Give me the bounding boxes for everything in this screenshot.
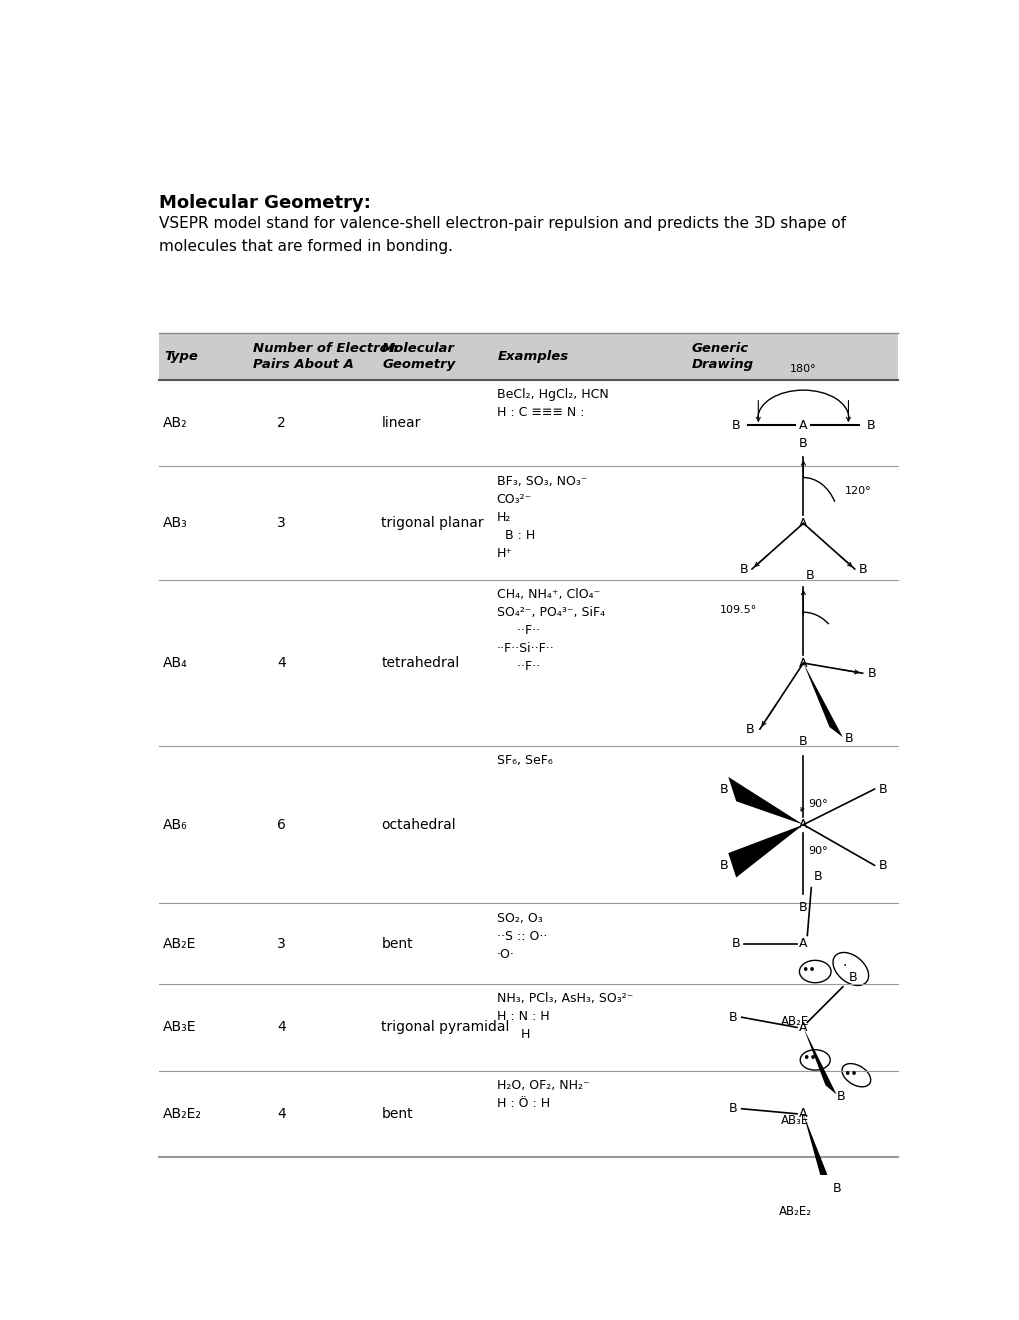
Text: A: A bbox=[798, 1020, 807, 1034]
Text: B: B bbox=[731, 937, 740, 950]
Text: molecules that are formed in bonding.: molecules that are formed in bonding. bbox=[159, 239, 452, 253]
Text: H₂O, OF₂, NH₂⁻
H : Ö : H: H₂O, OF₂, NH₂⁻ H : Ö : H bbox=[496, 1080, 589, 1110]
Text: Molecular Geometry:: Molecular Geometry: bbox=[159, 194, 371, 213]
Text: tetrahedral: tetrahedral bbox=[381, 656, 459, 671]
Text: BF₃, SO₃, NO₃⁻
CO₃²⁻
H₂
  B : H
H⁺: BF₃, SO₃, NO₃⁻ CO₃²⁻ H₂ B : H H⁺ bbox=[496, 474, 587, 560]
Text: SO₂, O₃
··S :: O··
·O·: SO₂, O₃ ··S :: O·· ·O· bbox=[496, 912, 546, 961]
Text: A: A bbox=[798, 818, 807, 832]
Text: 4: 4 bbox=[277, 1020, 285, 1035]
Text: Examples: Examples bbox=[497, 350, 568, 363]
Text: 2: 2 bbox=[277, 416, 285, 430]
Text: 90°: 90° bbox=[807, 846, 827, 857]
Text: A: A bbox=[798, 418, 807, 432]
Text: ••: •• bbox=[802, 1052, 816, 1065]
Text: AB₃E: AB₃E bbox=[781, 1114, 809, 1127]
Text: AB₂: AB₂ bbox=[163, 416, 187, 430]
Text: Generic
Drawing: Generic Drawing bbox=[691, 342, 753, 371]
Text: AB₂E₂: AB₂E₂ bbox=[163, 1106, 202, 1121]
Text: ·: · bbox=[842, 958, 846, 973]
Text: 180°: 180° bbox=[790, 364, 816, 375]
Text: SF₆, SeF₆: SF₆, SeF₆ bbox=[496, 754, 552, 767]
Text: bent: bent bbox=[381, 937, 413, 950]
Text: AB₃: AB₃ bbox=[163, 516, 187, 531]
Text: B: B bbox=[813, 870, 821, 883]
Text: B: B bbox=[798, 735, 807, 748]
Text: B: B bbox=[805, 569, 813, 582]
Text: trigonal pyramidal: trigonal pyramidal bbox=[381, 1020, 510, 1035]
Text: CH₄, NH₄⁺, ClO₄⁻
SO₄²⁻, PO₄³⁻, SiF₄
     ··F··
··F··Si··F··
     ··F··: CH₄, NH₄⁺, ClO₄⁻ SO₄²⁻, PO₄³⁻, SiF₄ ··F·… bbox=[496, 589, 604, 673]
Text: B: B bbox=[848, 970, 856, 983]
Polygon shape bbox=[803, 663, 842, 738]
Text: B: B bbox=[844, 733, 852, 746]
Bar bbox=[159, 333, 898, 380]
Text: VSEPR model stand for valence-shell electron-pair repulsion and predicts the 3D : VSEPR model stand for valence-shell elec… bbox=[159, 216, 846, 231]
Text: A: A bbox=[798, 937, 807, 950]
Text: 4: 4 bbox=[277, 1106, 285, 1121]
Text: B: B bbox=[719, 859, 728, 871]
Text: AB₃E: AB₃E bbox=[163, 1020, 197, 1035]
Text: B: B bbox=[798, 437, 807, 450]
Text: B: B bbox=[798, 900, 807, 913]
Text: AB₂E₂: AB₂E₂ bbox=[779, 1205, 811, 1218]
Text: ••: •• bbox=[843, 1068, 857, 1081]
Text: B: B bbox=[739, 562, 747, 576]
Text: B: B bbox=[877, 859, 887, 871]
Text: A: A bbox=[798, 656, 807, 669]
Text: AB₆: AB₆ bbox=[163, 817, 187, 832]
Text: NH₃, PCl₃, AsH₃, SO₃²⁻
H : N : H
      H: NH₃, PCl₃, AsH₃, SO₃²⁻ H : N : H H bbox=[496, 991, 633, 1041]
Polygon shape bbox=[728, 825, 803, 878]
Text: octahedral: octahedral bbox=[381, 817, 455, 832]
Polygon shape bbox=[728, 777, 803, 825]
Text: linear: linear bbox=[381, 416, 420, 430]
Text: A: A bbox=[798, 1107, 807, 1121]
Text: ••: •• bbox=[801, 964, 815, 977]
Text: AB₂E: AB₂E bbox=[781, 1015, 809, 1028]
Text: BeCl₂, HgCl₂, HCN
H : C ≡≡≡ N :: BeCl₂, HgCl₂, HCN H : C ≡≡≡ N : bbox=[496, 388, 607, 420]
Text: AB₄: AB₄ bbox=[163, 656, 187, 671]
Text: 3: 3 bbox=[277, 937, 285, 950]
Text: B: B bbox=[729, 1011, 737, 1024]
Text: bent: bent bbox=[381, 1106, 413, 1121]
Text: B: B bbox=[745, 722, 754, 735]
Text: trigonal planar: trigonal planar bbox=[381, 516, 483, 531]
Text: B: B bbox=[867, 667, 876, 680]
Text: B: B bbox=[865, 418, 874, 432]
Text: AB₂E: AB₂E bbox=[163, 937, 197, 950]
Text: Type: Type bbox=[164, 350, 198, 363]
Polygon shape bbox=[803, 1027, 836, 1094]
Text: 3: 3 bbox=[277, 516, 285, 531]
Text: B: B bbox=[836, 1090, 845, 1104]
Text: B: B bbox=[719, 783, 728, 796]
Text: B: B bbox=[858, 562, 866, 576]
Text: B: B bbox=[732, 418, 740, 432]
Text: 4: 4 bbox=[277, 656, 285, 671]
Text: Number of Electron
Pairs About A: Number of Electron Pairs About A bbox=[253, 342, 398, 371]
Polygon shape bbox=[803, 1114, 832, 1185]
Text: Molecular
Geometry: Molecular Geometry bbox=[382, 342, 454, 371]
Text: B: B bbox=[729, 1102, 737, 1115]
Text: B: B bbox=[832, 1181, 841, 1195]
Text: 109.5°: 109.5° bbox=[719, 605, 757, 615]
Text: A: A bbox=[798, 517, 807, 529]
Text: 90°: 90° bbox=[807, 800, 827, 809]
Text: 6: 6 bbox=[277, 817, 285, 832]
Text: 120°: 120° bbox=[844, 486, 870, 496]
Text: B: B bbox=[877, 783, 887, 796]
